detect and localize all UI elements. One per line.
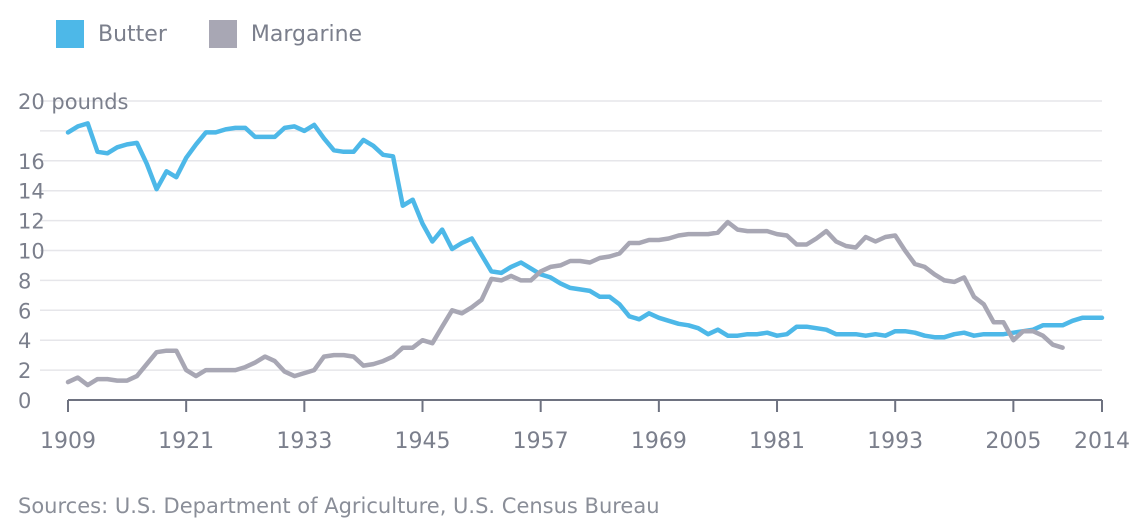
y-tick-label-4: 4 xyxy=(18,329,31,353)
y-tick-label-20: 20 pounds xyxy=(18,90,128,114)
line-chart: 1909 1921 1933 1945 1957 1969 1981 1993 2005 2014… xyxy=(18,90,1130,454)
x-tick-label-2014: 2014 xyxy=(1074,429,1130,454)
y-tick-label-10: 10 xyxy=(18,240,45,264)
x-tick-label-1945: 1945 xyxy=(395,429,451,454)
y-tick-label-2: 2 xyxy=(18,359,31,383)
x-tick-label-2005: 2005 xyxy=(985,429,1041,454)
margarine-swatch xyxy=(208,20,237,48)
legend-label-margarine: Margarine xyxy=(250,21,363,47)
y-tick-label-14: 14 xyxy=(18,180,45,204)
series-line-butter xyxy=(65,121,1105,340)
y-tick-label-12: 12 xyxy=(18,210,45,234)
x-tick-label-1969: 1969 xyxy=(631,429,687,454)
y-tick-label-8: 8 xyxy=(18,269,31,293)
y-tick-label-16: 16 xyxy=(18,150,45,174)
legend-item-margarine: Margarine xyxy=(208,20,363,48)
x-tick-label-1933: 1933 xyxy=(276,429,332,454)
series-line-margarine xyxy=(65,219,1065,388)
x-tick-label-1957: 1957 xyxy=(513,429,569,454)
y-tick-label-6: 6 xyxy=(18,299,31,323)
butter-swatch xyxy=(56,20,84,48)
legend-label-butter: Butter xyxy=(98,21,167,47)
x-tick-label-1909: 1909 xyxy=(40,429,96,454)
x-tick-label-1921: 1921 xyxy=(158,429,214,454)
x-tick-label-1993: 1993 xyxy=(867,429,923,454)
source-note: Sources: U.S. Department of Agriculture,… xyxy=(18,494,660,518)
legend-item-butter: Butter xyxy=(56,20,167,48)
y-tick-label-0: 0 xyxy=(18,389,31,413)
chart-legend: Butter Margarine xyxy=(56,20,404,48)
x-tick-label-1981: 1981 xyxy=(749,429,805,454)
